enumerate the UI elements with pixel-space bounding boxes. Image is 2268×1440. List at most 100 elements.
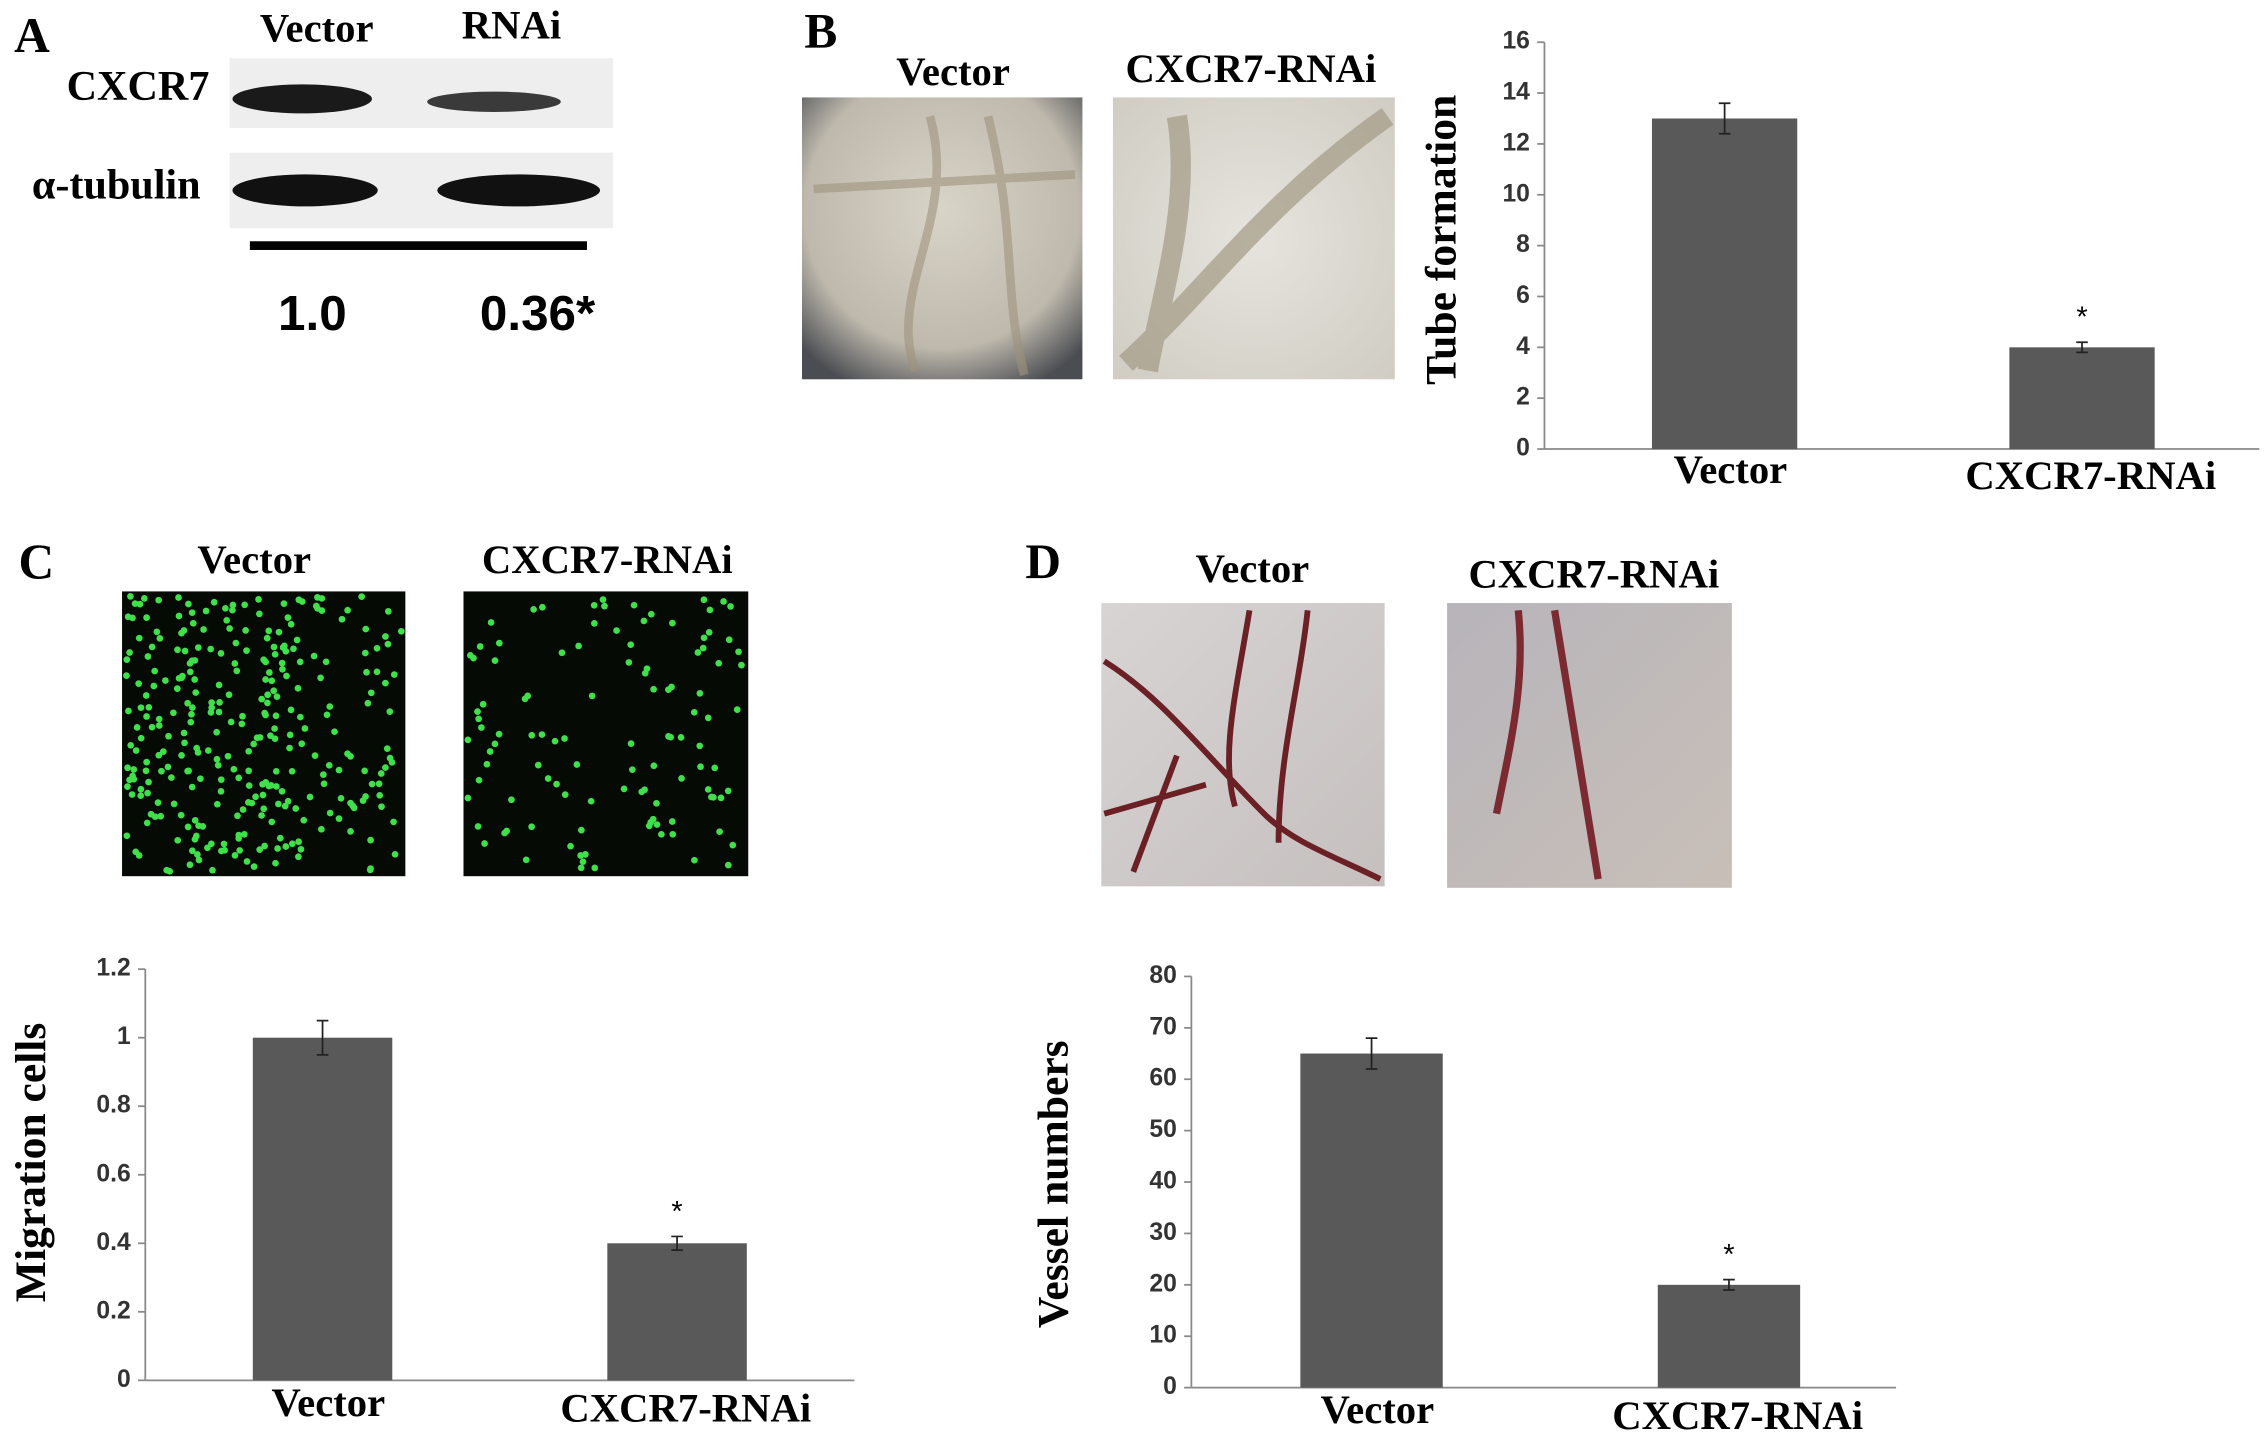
cell-dot xyxy=(690,708,698,716)
cell-dot xyxy=(242,627,249,634)
cell-dot xyxy=(271,650,279,658)
cell-dot xyxy=(230,765,238,773)
cell-dot xyxy=(653,799,660,807)
blot-band xyxy=(437,174,601,207)
cell-dot xyxy=(243,647,250,654)
cell-dot xyxy=(226,625,233,632)
cell-dot xyxy=(310,652,318,660)
x-tick-label: Vector xyxy=(272,1380,386,1425)
migration-image xyxy=(463,591,749,877)
cell-dot xyxy=(222,604,229,612)
cell-dot xyxy=(326,809,334,817)
cell-dot xyxy=(155,596,162,604)
bar xyxy=(2009,347,2155,450)
cell-dot xyxy=(174,646,181,654)
cell-dot xyxy=(391,850,399,858)
cell-dot xyxy=(668,818,676,825)
cell-dot xyxy=(475,715,482,723)
cell-dot xyxy=(647,610,655,618)
y-axis-label: Migration cells xyxy=(7,1023,55,1303)
y-tick-label: 14 xyxy=(1502,79,1530,106)
cell-dot xyxy=(189,704,196,711)
cell-dot xyxy=(601,602,608,610)
cell-dot xyxy=(256,610,263,618)
cell-dot xyxy=(364,699,372,707)
cell-dot xyxy=(239,806,247,813)
cell-dot xyxy=(295,838,302,846)
cell-dot xyxy=(538,731,546,738)
cell-dot xyxy=(177,811,185,819)
cell-dot xyxy=(390,671,398,678)
cell-dot xyxy=(270,687,278,695)
cell-dot xyxy=(264,699,271,707)
cell-dot xyxy=(578,826,585,834)
cell-dot xyxy=(174,836,182,844)
cell-dot xyxy=(344,606,351,614)
cell-dot xyxy=(727,603,734,610)
cell-dot xyxy=(620,785,628,793)
cell-dot xyxy=(188,847,196,855)
y-tick-label: 20 xyxy=(1149,1270,1176,1297)
cell-dot xyxy=(697,763,704,771)
cell-dot xyxy=(294,684,302,692)
cell-dot xyxy=(272,859,279,867)
cell-dot xyxy=(144,653,152,660)
quantification: 1.0 xyxy=(278,286,347,341)
significance-mark: * xyxy=(2076,302,2087,334)
cell-dot xyxy=(288,840,296,848)
cell-dot xyxy=(325,761,333,769)
cell-dot xyxy=(245,767,253,775)
cell-dot xyxy=(188,710,195,718)
cell-dot xyxy=(292,805,300,812)
cell-dot xyxy=(281,642,288,650)
cell-dot xyxy=(234,812,241,820)
cell-dot xyxy=(264,691,271,699)
cell-dot xyxy=(367,865,374,872)
cell-dot xyxy=(738,661,745,669)
cell-dot xyxy=(123,672,130,679)
cell-dot xyxy=(127,741,135,749)
cell-dot xyxy=(640,617,648,625)
cell-dot xyxy=(479,700,487,708)
cell-dot xyxy=(667,733,675,741)
cell-dot xyxy=(613,627,620,634)
cell-dot xyxy=(281,802,289,810)
cell-dot xyxy=(669,830,677,838)
cell-dot xyxy=(184,823,192,831)
cell-dot xyxy=(368,780,376,788)
cell-dot xyxy=(181,647,189,655)
cell-dot xyxy=(173,685,181,692)
y-axis-label: Tube formation xyxy=(1418,95,1466,385)
cell-dot xyxy=(207,645,215,653)
cell-dot xyxy=(375,780,383,788)
cell-dot xyxy=(153,628,161,636)
cell-dot xyxy=(180,729,188,737)
cell-dot xyxy=(175,674,183,682)
cell-dot xyxy=(377,770,385,777)
cell-dot xyxy=(132,848,140,856)
cell-dot xyxy=(323,711,331,719)
cell-dot xyxy=(166,867,174,875)
cell-dot xyxy=(295,596,303,604)
cell-dot xyxy=(271,725,278,732)
cell-dot xyxy=(175,612,183,620)
cell-dot xyxy=(475,776,483,784)
cell-dot xyxy=(579,858,587,866)
cell-dot xyxy=(715,659,723,667)
cell-dot xyxy=(188,783,196,791)
cell-dot xyxy=(320,771,327,778)
cell-dot xyxy=(373,644,381,652)
cell-dot xyxy=(306,793,314,801)
cell-dot xyxy=(132,747,140,754)
cell-dot xyxy=(127,593,134,600)
cell-dot xyxy=(530,606,537,613)
cell-dot xyxy=(197,775,204,783)
cell-dot xyxy=(378,803,385,811)
cell-dot xyxy=(649,815,657,823)
migration-image xyxy=(122,591,406,877)
cell-dot xyxy=(216,699,223,706)
cell-dot xyxy=(704,714,712,722)
cell-dot xyxy=(137,734,145,742)
cell-dot xyxy=(276,834,284,842)
cell-dot xyxy=(231,852,239,859)
